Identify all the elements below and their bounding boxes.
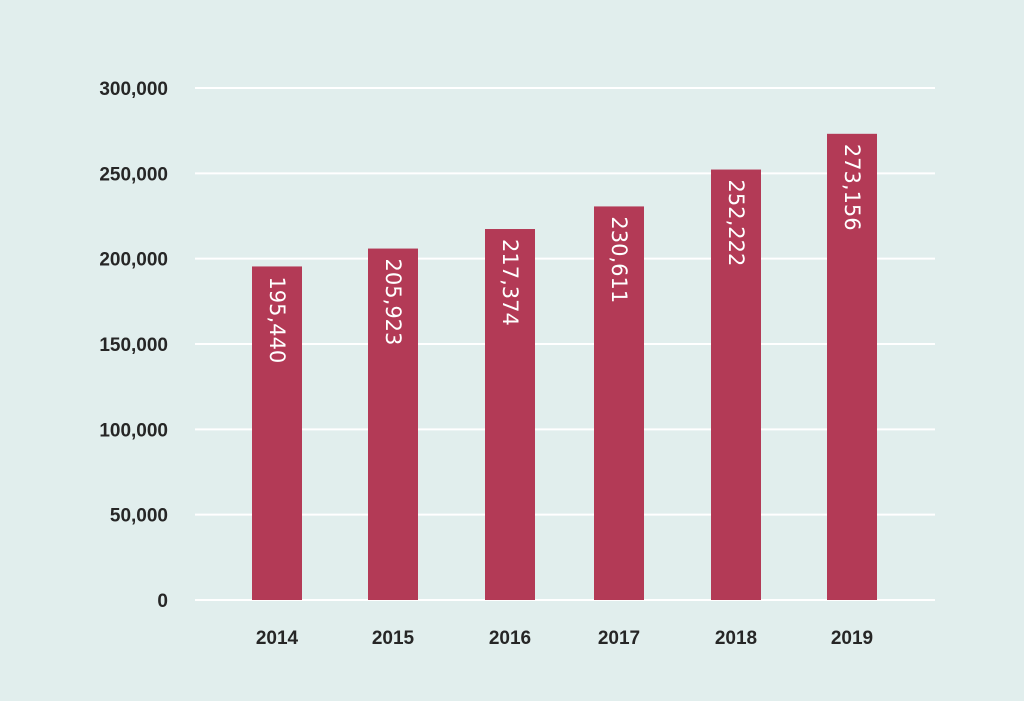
data-label: 252,222 xyxy=(724,180,748,267)
x-tick-label: 2015 xyxy=(372,628,415,649)
data-label: 195,440 xyxy=(265,276,289,363)
y-tick-label: 300,000 xyxy=(99,79,168,100)
bar xyxy=(368,248,418,600)
data-label: 217,374 xyxy=(498,239,522,326)
bar xyxy=(827,133,877,600)
y-axis-tick-labels: 0 50,000 100,000 150,000 200,000 250,000 300,0… xyxy=(99,79,168,612)
y-tick-label: 100,000 xyxy=(99,420,168,441)
x-tick-label: 2018 xyxy=(715,628,757,649)
bars: 195,440 205,923 217,374 230,611 252,222 273,1… xyxy=(252,133,877,600)
y-tick-label: 150,000 xyxy=(99,335,168,356)
bar xyxy=(485,229,535,600)
y-tick-label: 200,000 xyxy=(99,250,168,271)
y-tick-label: 50,000 xyxy=(110,506,168,527)
bar xyxy=(594,206,644,600)
x-tick-label: 2017 xyxy=(598,628,640,649)
y-tick-label: 250,000 xyxy=(99,164,168,185)
data-label: 273,156 xyxy=(840,144,864,231)
data-label: 230,611 xyxy=(607,216,631,303)
x-tick-label: 2016 xyxy=(489,628,531,649)
bar xyxy=(252,266,302,600)
x-tick-label: 2019 xyxy=(831,628,873,649)
bar xyxy=(711,169,761,600)
data-label: 205,923 xyxy=(381,259,405,346)
y-tick-label: 0 xyxy=(157,591,168,612)
gridlines xyxy=(195,87,935,601)
x-tick-label: 2014 xyxy=(256,628,299,649)
x-axis-tick-labels: 2014 2015 2016 2017 2018 2019 xyxy=(256,628,873,649)
